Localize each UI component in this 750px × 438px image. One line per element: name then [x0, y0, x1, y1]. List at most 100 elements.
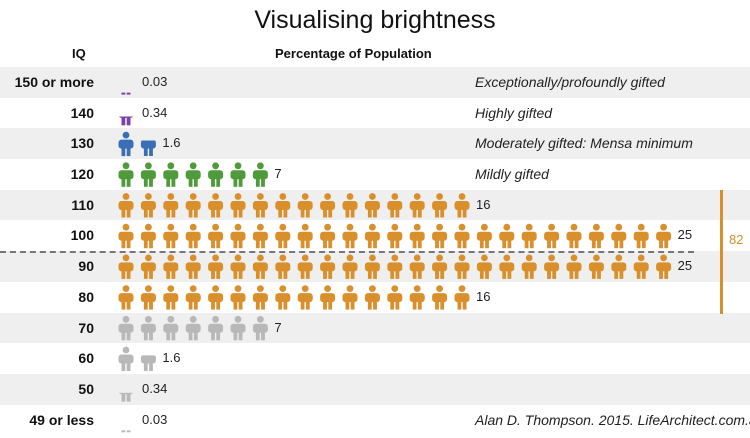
person-icon	[297, 254, 313, 279]
person-icon	[588, 223, 604, 249]
percentage-value-label: 16	[476, 288, 491, 304]
percentage-value-label: 25	[677, 258, 693, 274]
person-icon	[185, 193, 201, 218]
percentage-value-label: 1.6	[162, 350, 181, 366]
person-icon	[230, 315, 246, 341]
average-range-bracket	[720, 190, 723, 314]
person-icon	[208, 162, 224, 187]
person-icon	[409, 285, 425, 310]
person-icon	[185, 162, 201, 187]
person-icon	[588, 254, 604, 279]
person-icon	[208, 223, 224, 249]
person-icon	[364, 223, 380, 249]
person-icon	[432, 285, 448, 310]
person-icon	[297, 193, 313, 218]
iq-label: 70	[78, 319, 94, 336]
iq-label: 60	[78, 350, 94, 367]
person-icon	[387, 193, 403, 218]
person-icon	[118, 254, 134, 279]
person-icon	[387, 285, 403, 310]
iq-label: 110	[71, 196, 94, 213]
person-icon	[140, 254, 156, 279]
percentage-value-label: 25	[677, 227, 693, 243]
person-icon	[454, 285, 470, 310]
average-range-total-label: 82	[729, 232, 744, 247]
person-icon	[121, 92, 131, 95]
iq-label: 50	[78, 380, 94, 397]
chart-row: 80 16	[0, 282, 750, 313]
person-icon	[140, 162, 156, 187]
iq-column-header: IQ	[72, 46, 86, 61]
person-icon	[163, 254, 179, 279]
person-icon	[140, 315, 156, 341]
person-icon	[185, 285, 201, 310]
person-icon	[118, 223, 134, 249]
iq-label: 130	[70, 135, 94, 152]
person-icon	[544, 223, 560, 249]
person-icon	[118, 131, 134, 157]
person-icon	[320, 223, 336, 249]
person-icon	[252, 285, 268, 310]
person-icon	[476, 223, 492, 249]
chart-row: 100 25	[0, 220, 750, 251]
percentage-value-label: 0.34	[142, 104, 168, 120]
source-credit: Alan D. Thompson. 2015. LifeArchitect.co…	[475, 411, 750, 428]
chart-row: 49 or less 0.03 Alan D. Thompson. 2015. Li…	[0, 405, 750, 436]
person-icon	[566, 254, 582, 279]
person-icon	[342, 285, 358, 310]
person-icon	[252, 223, 268, 249]
person-icon	[140, 193, 156, 218]
person-icon	[140, 355, 156, 371]
person-icon	[275, 193, 291, 218]
person-icon	[633, 223, 649, 249]
person-icon	[208, 254, 224, 279]
person-icon	[432, 254, 448, 279]
chart-row: 60 1.6	[0, 343, 750, 374]
person-icon	[163, 223, 179, 249]
person-icon	[163, 315, 179, 341]
person-icon	[633, 254, 649, 279]
median-dashed-line	[0, 251, 694, 253]
person-icon	[185, 254, 201, 279]
person-icon	[611, 223, 627, 249]
iq-label: 49 or less	[29, 411, 94, 428]
person-icon	[208, 285, 224, 310]
percentage-value-label: 0.03	[142, 411, 168, 427]
person-icon	[320, 193, 336, 218]
person-icon	[118, 193, 134, 218]
iq-label: 90	[78, 258, 94, 275]
person-icon	[163, 285, 179, 310]
percentage-value-label: 16	[476, 196, 491, 212]
percentage-value-label: 7	[274, 166, 282, 182]
percentage-value-label: 0.34	[142, 380, 168, 396]
person-icon	[611, 254, 627, 279]
person-icon	[252, 193, 268, 218]
percentage-value-label: 0.03	[142, 74, 168, 89]
iq-label: 140	[70, 104, 94, 121]
person-icon	[118, 285, 134, 310]
person-icon	[252, 162, 268, 187]
person-icon	[185, 223, 201, 249]
person-icon	[521, 254, 537, 279]
person-icon	[499, 254, 515, 279]
person-icon	[118, 162, 134, 187]
person-icon	[364, 193, 380, 218]
person-icon	[521, 223, 537, 249]
person-icon	[230, 162, 246, 187]
person-icon	[656, 254, 672, 279]
person-icon	[121, 430, 131, 433]
chart-row: 120 7 Mildly gifted	[0, 159, 750, 190]
person-icon	[163, 162, 179, 187]
person-icon	[432, 193, 448, 218]
iq-label: 150 or more	[14, 74, 94, 90]
person-icon	[297, 223, 313, 249]
person-icon	[275, 223, 291, 249]
person-icon	[185, 315, 201, 341]
person-icon	[252, 315, 268, 341]
person-icon	[387, 254, 403, 279]
person-icon	[656, 223, 672, 249]
person-icon	[499, 223, 515, 249]
person-icon	[297, 285, 313, 310]
person-icon	[387, 223, 403, 249]
